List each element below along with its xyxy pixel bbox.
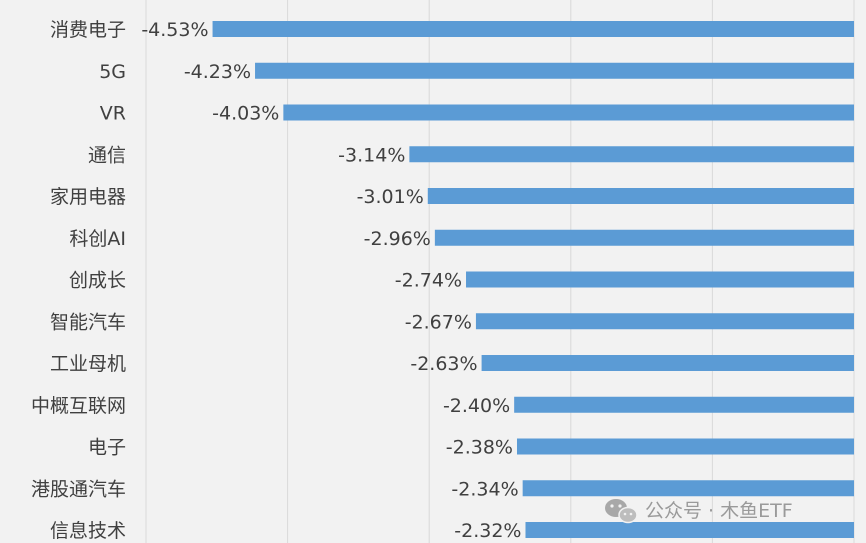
value-label: -2.38% — [446, 437, 513, 459]
bar — [522, 480, 854, 497]
watermark: 公众号 · 木鱼ETF — [605, 499, 793, 524]
bar — [466, 271, 854, 288]
category-label: 电子 — [88, 437, 126, 459]
value-label: -2.34% — [451, 478, 518, 500]
bar — [283, 104, 854, 121]
bar — [514, 396, 854, 413]
bar — [516, 438, 854, 455]
value-label: -4.23% — [184, 61, 251, 83]
wechat-icon — [605, 499, 638, 524]
category-label: 中概互联网 — [31, 395, 126, 417]
category-label: 通信 — [88, 144, 126, 166]
bar — [525, 522, 854, 538]
bar — [475, 313, 854, 330]
value-label: -2.96% — [364, 228, 431, 250]
category-label: 家用电器 — [50, 186, 126, 208]
category-label: 工业母机 — [50, 353, 126, 375]
value-label: -2.40% — [443, 395, 510, 417]
category-label: 5G — [99, 61, 126, 83]
value-label: -3.01% — [357, 186, 424, 208]
watermark-text: 公众号 · 木鱼ETF — [645, 500, 793, 522]
value-label: -2.32% — [454, 520, 521, 542]
category-label: 创成长 — [69, 270, 126, 292]
value-label: -4.03% — [212, 103, 279, 125]
value-label: -3.14% — [338, 144, 405, 166]
category-label: VR — [100, 103, 126, 125]
bar — [434, 229, 854, 246]
bar — [409, 146, 854, 163]
bar — [481, 355, 854, 371]
bars-layer — [212, 21, 855, 538]
bar — [427, 188, 854, 204]
value-label: -4.53% — [141, 19, 208, 41]
category-label: 科创AI — [69, 228, 126, 250]
category-label: 港股通汽车 — [31, 478, 126, 500]
value-labels: -4.53% -4.23% -4.03% -3.14% -3.01% -2.96% -2.7… — [141, 19, 521, 542]
value-label: -2.63% — [410, 353, 477, 375]
bar — [255, 62, 855, 79]
category-label: 信息技术 — [50, 520, 126, 542]
category-label: 智能汽车 — [50, 311, 126, 333]
value-label: -2.74% — [395, 270, 462, 292]
bar — [212, 21, 854, 37]
category-label: 消费电子 — [50, 19, 126, 41]
value-label: -2.67% — [405, 311, 472, 333]
